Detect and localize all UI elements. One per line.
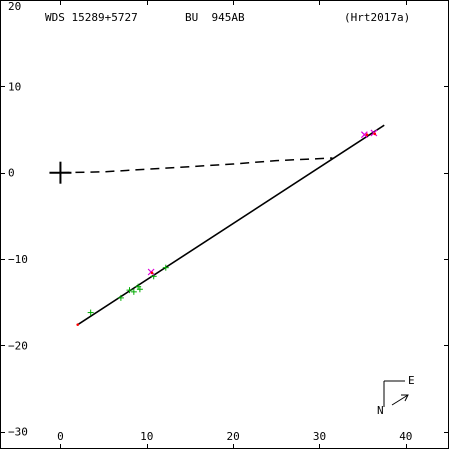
y-tick-label: 20 bbox=[8, 0, 21, 13]
primary-star-marker bbox=[49, 161, 72, 184]
plot-lines bbox=[60, 124, 385, 326]
x-tick-label: 40 bbox=[399, 430, 412, 443]
compass-north-label: N bbox=[377, 404, 384, 417]
observation-plus-marker bbox=[126, 287, 133, 294]
x-tick-label: 10 bbox=[140, 430, 153, 443]
residual-dot-marker bbox=[76, 323, 80, 326]
arrowhead-icon bbox=[401, 394, 409, 402]
y-tick-label: −30 bbox=[8, 426, 28, 439]
residual-dot-marker bbox=[150, 271, 154, 275]
observation-plus-marker bbox=[130, 288, 137, 295]
reference-code: (Hrt2017a) bbox=[344, 11, 410, 24]
observation-plus-marker bbox=[162, 264, 169, 271]
observation-plus-marker bbox=[117, 294, 124, 301]
discoverer-designation: BU 945AB bbox=[185, 11, 245, 24]
axis-tick-labels: 0 10 20 30 40 20 10 0 −10 −20 −30 bbox=[8, 0, 412, 443]
residual-dot-marker bbox=[373, 132, 377, 136]
residual-dot-marker bbox=[365, 133, 369, 136]
observation-markers bbox=[76, 129, 378, 326]
x-tick-label: 30 bbox=[313, 430, 326, 443]
wds-identifier: WDS 15289+5727 bbox=[45, 11, 138, 24]
y-tick-label: −20 bbox=[8, 339, 28, 352]
y-tick-label: 10 bbox=[8, 80, 21, 93]
x-tick-label: 0 bbox=[57, 430, 64, 443]
observation-plus-marker bbox=[87, 309, 94, 316]
x-diag-b bbox=[360, 131, 368, 139]
motion-direction-arrow bbox=[391, 394, 409, 406]
orbit-fit-line bbox=[77, 124, 385, 326]
observation-x-marker bbox=[360, 131, 368, 139]
compass-east-label: E bbox=[408, 374, 415, 387]
ephemeris-dashed-line bbox=[60, 157, 333, 174]
x-tick-label: 20 bbox=[227, 430, 240, 443]
y-tick-label: −10 bbox=[8, 253, 28, 266]
y-tick-label: 0 bbox=[8, 167, 15, 180]
compass-rose: E N bbox=[377, 374, 415, 417]
observation-plus-marker bbox=[136, 286, 143, 293]
